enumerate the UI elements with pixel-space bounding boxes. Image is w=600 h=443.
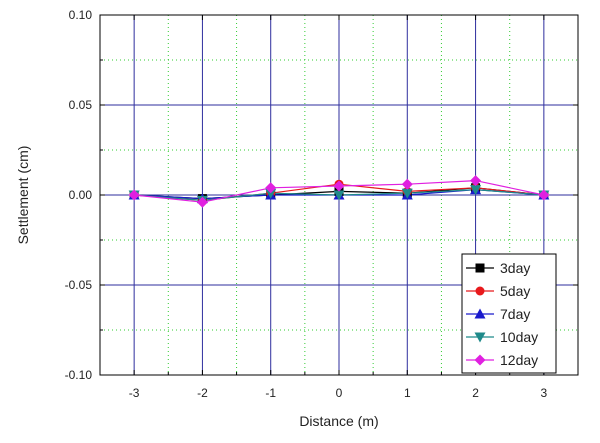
x-axis-title: Distance (m) xyxy=(299,413,378,429)
y-tick-label: 0.05 xyxy=(69,98,93,112)
legend-label-5day: 5day xyxy=(500,283,530,299)
data-point-12day xyxy=(401,178,413,190)
data-point-12day xyxy=(128,189,140,201)
y-axis-title: Settlement (cm) xyxy=(15,146,31,245)
x-tick-label: 2 xyxy=(472,386,479,400)
legend-marker-5day xyxy=(475,286,485,296)
legend: 3day 5day 7day 10day 12day xyxy=(461,253,557,374)
x-tick-label: 1 xyxy=(404,386,411,400)
legend-marker-3day xyxy=(475,263,485,273)
axis-ticks xyxy=(99,14,579,376)
x-tick-label: -3 xyxy=(129,386,140,400)
y-tick-label: 0.00 xyxy=(69,188,93,202)
data-point-12day xyxy=(333,180,345,192)
y-tick-label: -0.05 xyxy=(65,278,93,292)
tick-labels: -3 -2 -1 0 1 2 3 -0.10 -0.05 0.00 0.05 0.10 xyxy=(65,8,548,400)
legend-marker-7day xyxy=(474,308,486,319)
legend-label-12day: 12day xyxy=(500,352,538,368)
data-point-10day xyxy=(265,188,277,199)
data-point-12day xyxy=(196,196,208,208)
data-point-12day xyxy=(538,189,550,201)
data-point-12day xyxy=(265,182,277,194)
y-tick-label: -0.10 xyxy=(65,368,93,382)
legend-marker-12day xyxy=(474,354,486,366)
x-tick-label: 3 xyxy=(541,386,548,400)
x-tick-label: 0 xyxy=(336,386,343,400)
x-tick-label: -2 xyxy=(197,386,208,400)
x-tick-label: -1 xyxy=(265,386,276,400)
data-point-10day xyxy=(401,188,413,199)
data-point-10day xyxy=(333,190,345,201)
legend-label-3day: 3day xyxy=(500,260,530,276)
legend-label-7day: 7day xyxy=(500,306,530,322)
data-point-12day xyxy=(470,175,482,187)
legend-marker-10day xyxy=(474,332,486,343)
legend-label-10day: 10day xyxy=(500,329,538,345)
series-layer xyxy=(128,175,550,208)
data-point-10day xyxy=(470,185,482,196)
y-tick-label: 0.10 xyxy=(69,8,93,22)
